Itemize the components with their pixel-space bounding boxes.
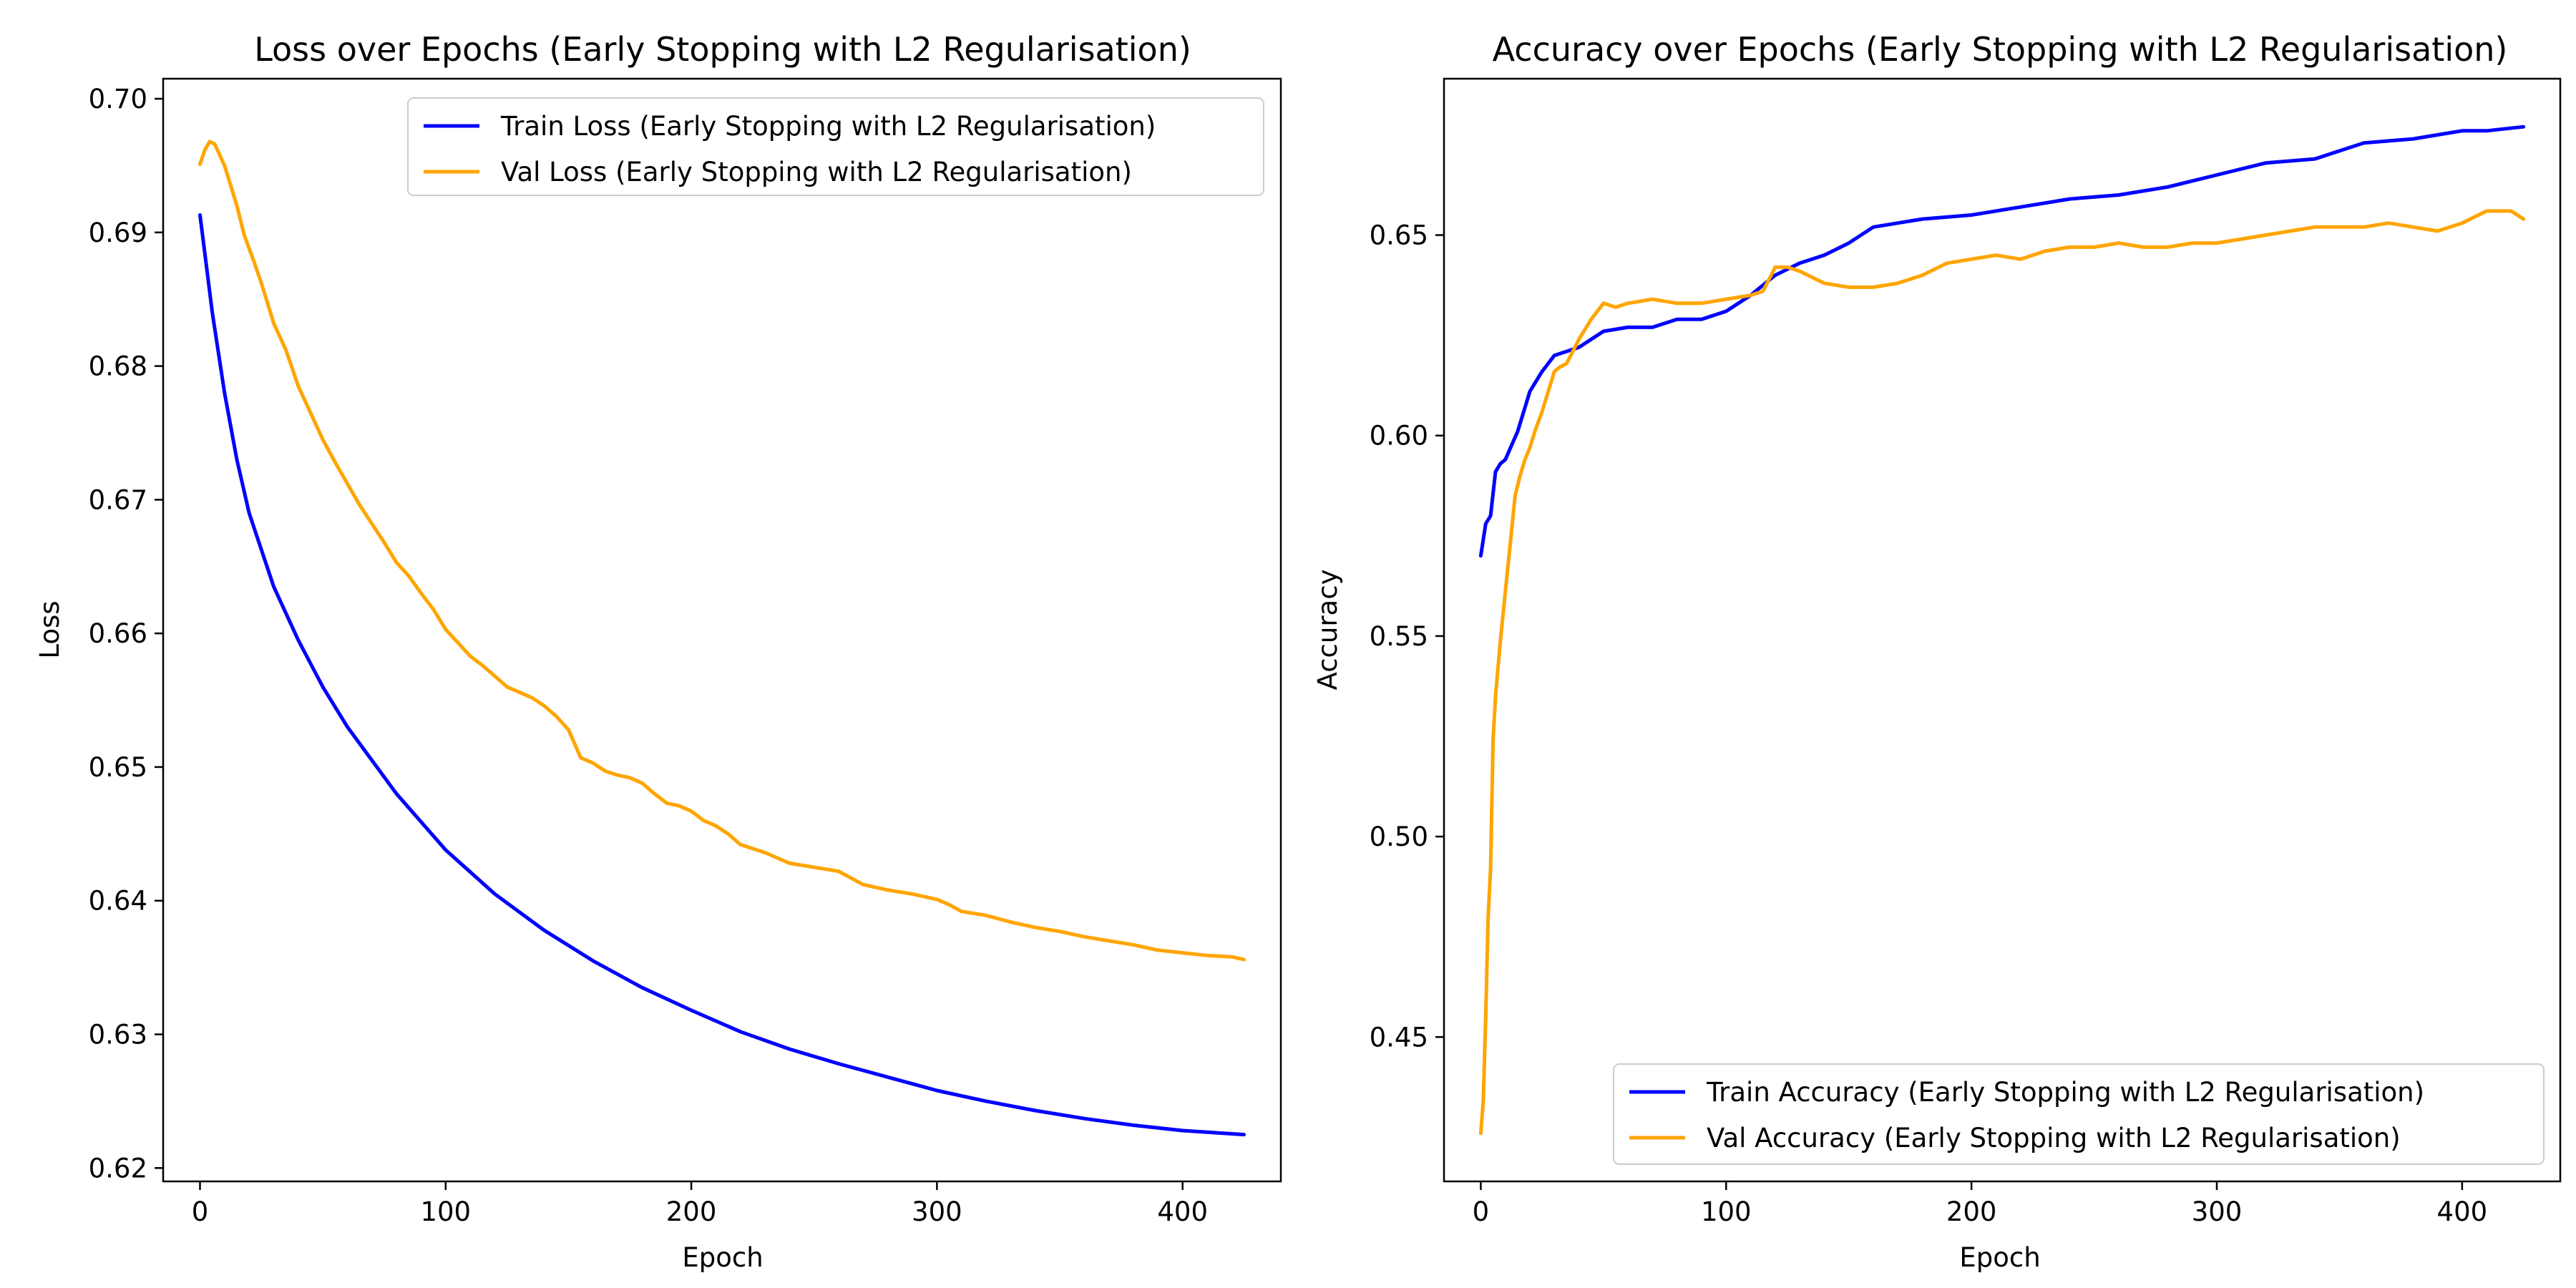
accuracy-legend-label-0: Train Accuracy (Early Stopping with L2 R… bbox=[1706, 1077, 2424, 1108]
accuracy-x-axis-label: Epoch bbox=[1959, 1242, 2040, 1273]
loss-panel: Loss over Epochs (Early Stopping with L2… bbox=[34, 30, 1282, 1273]
loss-chart-title: Loss over Epochs (Early Stopping with L2… bbox=[254, 30, 1191, 69]
loss-legend-label-0: Train Loss (Early Stopping with L2 Regul… bbox=[500, 111, 1156, 142]
accuracy-y-tick-label: 0.55 bbox=[1370, 621, 1428, 652]
loss-y-tick-label: 0.65 bbox=[89, 752, 147, 783]
loss-series-line-1 bbox=[198, 140, 1246, 962]
accuracy-panel: Accuracy over Epochs (Early Stopping wit… bbox=[1312, 30, 2562, 1273]
accuracy-y-tick-label: 0.65 bbox=[1370, 220, 1428, 251]
loss-legend-label-1: Val Loss (Early Stopping with L2 Regular… bbox=[501, 157, 1132, 187]
loss-legend: Train Loss (Early Stopping with L2 Regul… bbox=[407, 97, 1264, 196]
accuracy-x-ticks: 0 100 200 300 400 bbox=[1473, 1181, 2488, 1227]
accuracy-legend-label-1: Val Accuracy (Early Stopping with L2 Reg… bbox=[1707, 1123, 2401, 1153]
accuracy-x-tick-label: 200 bbox=[1946, 1196, 1997, 1227]
accuracy-y-tick-label: 0.60 bbox=[1370, 421, 1428, 452]
loss-plot-area bbox=[162, 77, 1282, 1183]
loss-x-ticks: 0 100 200 300 400 bbox=[192, 1181, 1208, 1227]
loss-x-tick-label: 100 bbox=[420, 1196, 471, 1227]
accuracy-chart-title: Accuracy over Epochs (Early Stopping wit… bbox=[1493, 30, 2508, 69]
accuracy-x-tick-label: 300 bbox=[2192, 1196, 2243, 1227]
accuracy-x-tick-label: 0 bbox=[1473, 1196, 1490, 1227]
accuracy-x-tick-label: 400 bbox=[2437, 1196, 2488, 1227]
loss-y-tick-label: 0.70 bbox=[89, 84, 147, 114]
accuracy-axes-frame bbox=[1443, 77, 2562, 1183]
accuracy-y-tick-label: 0.45 bbox=[1370, 1022, 1428, 1053]
accuracy-plot-area bbox=[1443, 77, 2562, 1183]
loss-y-ticks: 0.62 0.63 0.64 0.65 0.66 0.67 0.68 0.69 0.70 bbox=[89, 84, 163, 1184]
loss-y-tick-label: 0.67 bbox=[89, 484, 147, 515]
accuracy-y-tick-label: 0.50 bbox=[1370, 821, 1428, 852]
loss-series-line-0 bbox=[198, 213, 1246, 1137]
loss-x-axis-label: Epoch bbox=[682, 1242, 763, 1273]
loss-axes-frame bbox=[162, 77, 1282, 1183]
accuracy-legend-box bbox=[1613, 1063, 2545, 1165]
loss-y-tick-label: 0.63 bbox=[89, 1020, 147, 1050]
loss-y-tick-label: 0.69 bbox=[89, 218, 147, 248]
accuracy-legend: Train Accuracy (Early Stopping with L2 R… bbox=[1613, 1063, 2545, 1165]
loss-y-axis-label: Loss bbox=[34, 600, 65, 658]
loss-x-tick-label: 0 bbox=[192, 1196, 209, 1227]
loss-y-tick-label: 0.64 bbox=[89, 886, 147, 917]
accuracy-y-ticks: 0.45 0.50 0.55 0.60 0.65 bbox=[1370, 220, 1444, 1053]
accuracy-series-line-1 bbox=[1478, 209, 2526, 1136]
accuracy-x-tick-label: 100 bbox=[1701, 1196, 1752, 1227]
loss-x-tick-label: 200 bbox=[666, 1196, 717, 1227]
loss-x-tick-label: 300 bbox=[912, 1196, 962, 1227]
accuracy-series-line-0 bbox=[1478, 125, 2526, 558]
loss-x-tick-label: 400 bbox=[1157, 1196, 1208, 1227]
loss-y-tick-label: 0.66 bbox=[89, 618, 147, 649]
accuracy-y-axis-label: Accuracy bbox=[1312, 570, 1343, 691]
loss-y-tick-label: 0.68 bbox=[89, 351, 147, 382]
loss-y-tick-label: 0.62 bbox=[89, 1153, 147, 1184]
loss-legend-box bbox=[407, 97, 1264, 196]
